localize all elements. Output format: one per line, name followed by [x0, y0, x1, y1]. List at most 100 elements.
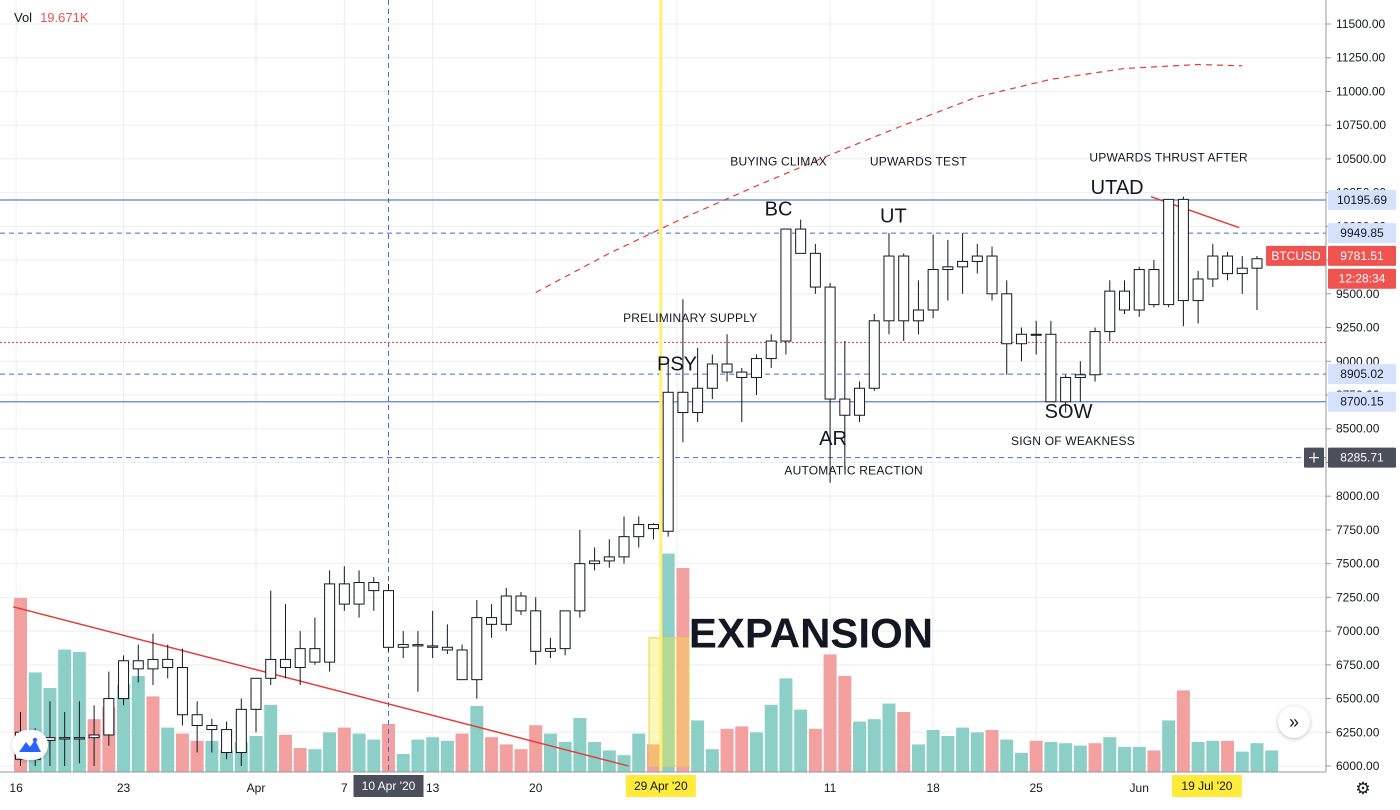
candle-body	[412, 644, 424, 647]
volume-bar	[131, 676, 145, 772]
candle-body	[1074, 374, 1086, 378]
price-tick-label: 9250.00	[1336, 321, 1380, 335]
candle-body	[309, 648, 321, 663]
volume-bar	[897, 712, 911, 772]
annotation-bc: BC	[765, 199, 793, 221]
volume-bar	[58, 649, 72, 772]
price-tick-label: 11500.00	[1336, 17, 1385, 31]
time-badge	[1171, 775, 1242, 797]
time-tick-label: 11	[824, 781, 837, 795]
candle-body	[824, 286, 836, 400]
volume-bar	[956, 727, 970, 772]
price-tick-label: 9500.00	[1336, 287, 1380, 301]
annotation-sow-note: SIGN OF WEAKNESS	[1011, 434, 1135, 448]
candle-body	[736, 371, 748, 378]
candle-body	[1060, 376, 1072, 403]
candle-body	[397, 644, 409, 648]
volume-bar	[661, 553, 675, 772]
candle-body	[809, 252, 821, 288]
candle-body	[176, 667, 188, 716]
candle-body	[1207, 255, 1219, 280]
volume-bar	[1132, 746, 1146, 772]
price-tick-label: 11000.00	[1336, 84, 1385, 98]
annotation-ut: UT	[880, 205, 907, 227]
candle-body	[486, 617, 498, 625]
volume-bar	[146, 696, 160, 772]
candle-body	[265, 658, 277, 679]
candle-body	[1104, 290, 1116, 333]
candle-body	[1015, 333, 1027, 345]
volume-bar	[1265, 750, 1279, 772]
volume-bar	[911, 744, 925, 772]
volume-bar	[867, 719, 881, 772]
price-tick-label: 11250.00	[1336, 51, 1385, 65]
time-badge-label: 29 Apr '20	[634, 779, 688, 793]
gear-icon[interactable]: ⚙	[1355, 779, 1371, 798]
time-badge	[625, 775, 696, 797]
price-badge	[1328, 189, 1396, 210]
annotation-ar: AR	[819, 428, 847, 450]
volume-bar	[735, 726, 749, 772]
candle-body	[971, 255, 983, 262]
volume-bar	[293, 748, 307, 772]
price-tick-label: 6500.00	[1336, 692, 1380, 706]
candle-body	[338, 583, 350, 605]
candle-body	[751, 358, 762, 378]
candle-body	[618, 536, 630, 558]
volume-bar	[249, 736, 263, 772]
candle-body	[765, 340, 777, 360]
price-tick-label: 6250.00	[1336, 725, 1380, 739]
volume-bar	[455, 733, 469, 772]
candle-body	[221, 729, 233, 754]
volume-bar	[1191, 742, 1205, 772]
time-tick-label: 7	[341, 781, 348, 795]
volume-bar	[264, 704, 278, 772]
volume-bar	[794, 709, 808, 772]
price-badge	[1328, 364, 1396, 385]
volume-bar	[882, 703, 896, 772]
volume-bar	[220, 750, 234, 772]
candle-body	[162, 658, 174, 669]
volume-bar	[411, 739, 425, 772]
time-tick-label: Jun	[1130, 781, 1149, 795]
volume-value: 19.671K	[40, 10, 89, 25]
candle-body	[706, 363, 718, 389]
price-tick-label: 10500.00	[1336, 152, 1386, 166]
time-badge	[353, 775, 424, 797]
annotation-expansion: EXPANSION	[689, 609, 933, 656]
volume-bar	[764, 704, 778, 772]
highlight-box	[648, 637, 690, 767]
candle-body	[662, 391, 674, 532]
scroll-to-realtime-button[interactable]: »	[1278, 706, 1310, 738]
volume-bar	[1235, 751, 1249, 772]
candle-body	[88, 734, 100, 739]
volume-bar	[14, 598, 27, 772]
volume-bar	[970, 732, 984, 772]
symbol-badge-label: BTCUSD	[1271, 249, 1321, 263]
volume-bar	[529, 725, 543, 772]
volume-bar	[1250, 743, 1264, 772]
volume-bar	[1206, 740, 1220, 772]
symbol-badge	[1266, 245, 1326, 266]
candle-body	[692, 387, 704, 414]
volume-bar	[985, 730, 999, 772]
volume-bar	[396, 754, 410, 772]
price-tick-label: 7250.00	[1336, 590, 1380, 604]
volume-bar	[514, 749, 528, 772]
price-tick-label: 8500.00	[1336, 422, 1380, 436]
candle-body	[250, 677, 262, 710]
candle-body	[471, 617, 483, 681]
volume-bar	[1029, 740, 1043, 772]
tradingview-logo-icon[interactable]	[12, 730, 48, 760]
volume-bar	[691, 720, 705, 772]
volume-bar	[750, 732, 763, 772]
candle-body	[441, 646, 453, 651]
volume-bar	[1014, 752, 1028, 772]
volume-bar	[926, 730, 940, 772]
price-badge-label: 8285.71	[1340, 451, 1384, 465]
volume-bar	[720, 728, 734, 772]
double-chevron-right-icon: »	[1288, 711, 1299, 732]
time-tick-label: 20	[529, 781, 543, 795]
